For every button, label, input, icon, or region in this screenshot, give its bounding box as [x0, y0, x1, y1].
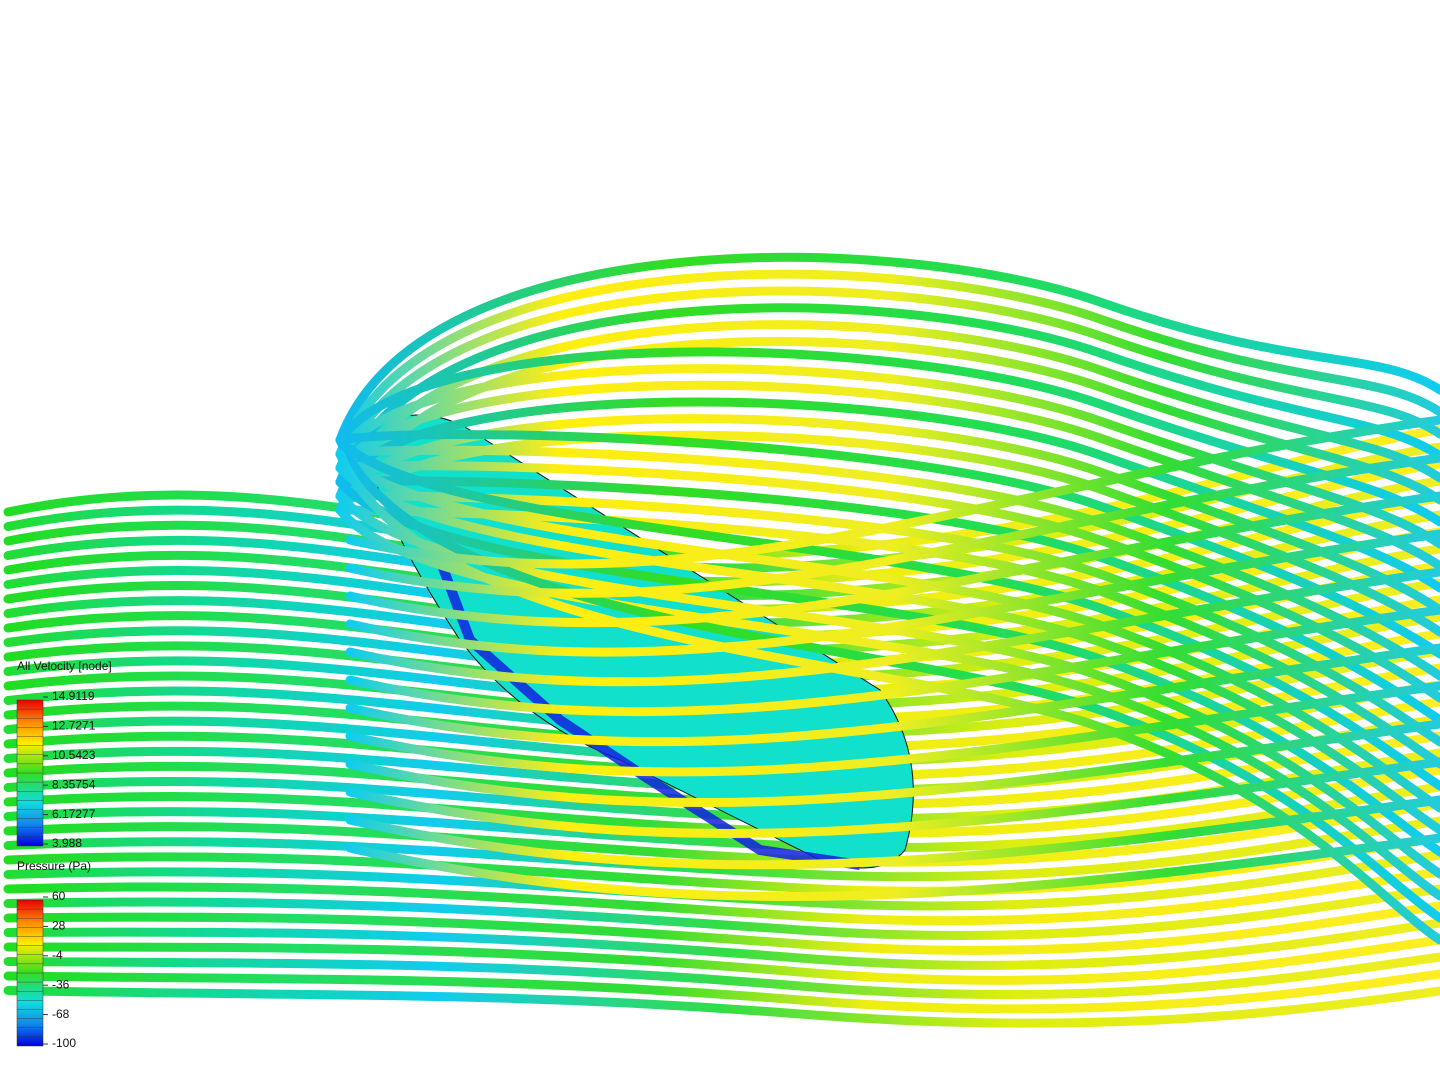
streamline — [345, 491, 1440, 628]
streamline — [335, 347, 1440, 527]
streamline — [345, 529, 1440, 657]
tick-label: 3.988 — [52, 836, 82, 850]
tick-label: 10.5423 — [52, 748, 96, 762]
streamline — [345, 453, 1440, 598]
tick-label: -36 — [52, 977, 70, 991]
tick-label: -4 — [52, 948, 63, 962]
streamline — [335, 269, 1440, 459]
streamline — [335, 435, 1440, 791]
streamline — [335, 380, 1440, 571]
streamline — [345, 719, 1440, 808]
tick-label: 14.9119 — [52, 689, 95, 703]
legend-title: Pressure (Pa) — [17, 859, 91, 873]
streamline — [345, 605, 1440, 717]
streamline — [3, 425, 1440, 559]
streamline — [335, 430, 1440, 659]
tick-label: 28 — [52, 919, 66, 933]
streamline — [3, 935, 1440, 985]
streamline — [3, 901, 1440, 955]
streamline — [3, 850, 1440, 911]
streamline — [335, 252, 1440, 445]
streamline — [345, 833, 1440, 902]
streamline — [335, 461, 1440, 703]
streamline — [345, 757, 1440, 838]
streamline — [345, 681, 1440, 777]
streamline — [3, 952, 1440, 1000]
streamline — [335, 286, 1440, 473]
streamline — [3, 918, 1440, 970]
tick-label: 6.17277 — [52, 807, 96, 821]
tick-label: 8.35754 — [52, 777, 96, 791]
streamline — [3, 799, 1440, 867]
streamline — [345, 415, 1440, 569]
streamline — [3, 986, 1440, 1028]
streamline — [3, 816, 1440, 882]
streamline — [345, 567, 1440, 687]
tick-label: -68 — [52, 1007, 70, 1021]
streamlines-front — [335, 252, 1440, 945]
tick-label: 12.7271 — [52, 719, 96, 733]
tick-label: -100 — [52, 1036, 76, 1050]
streamline — [335, 303, 1440, 487]
streamline — [345, 795, 1440, 870]
streamline — [3, 884, 1440, 941]
streamline — [335, 449, 1440, 945]
streamline — [3, 969, 1440, 1014]
legends: All Velocity [node] 14.9119 12.7271 10.5423… — [16, 659, 112, 1050]
tick-label: 60 — [52, 889, 66, 903]
streamline — [3, 867, 1440, 926]
legend-title: All Velocity [node] — [17, 659, 112, 673]
streamline — [335, 463, 1440, 835]
streamline — [335, 477, 1440, 857]
streamline — [345, 643, 1440, 747]
